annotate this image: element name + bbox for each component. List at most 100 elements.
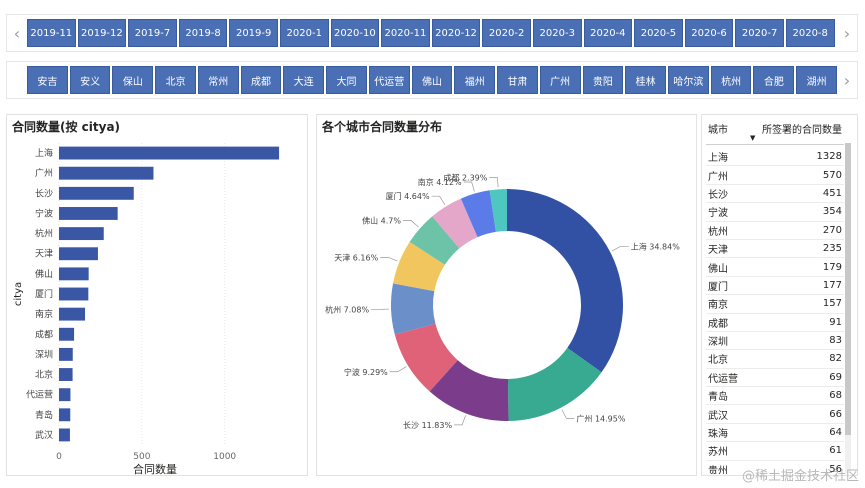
bar-天津: [59, 247, 98, 261]
city-chip[interactable]: 常州: [197, 66, 239, 94]
table-row[interactable]: 长沙 451: [706, 185, 844, 204]
date-chip[interactable]: 2019-11: [27, 19, 76, 47]
date-chip[interactable]: 2019-8: [178, 19, 228, 47]
y-tick-label: 代运营: [26, 389, 53, 401]
table-row[interactable]: 深圳 83: [706, 332, 844, 351]
chevron-right-icon[interactable]: ›: [843, 23, 851, 43]
city-chip[interactable]: 贵阳: [582, 66, 624, 94]
city-chip[interactable]: 大连: [283, 66, 325, 94]
city-chip[interactable]: 代运营: [368, 66, 410, 94]
table-row[interactable]: 厦门 177: [706, 277, 844, 296]
city-chip[interactable]: 安吉: [27, 66, 68, 94]
cell-count: 177: [822, 279, 842, 291]
sort-desc-icon[interactable]: ▼: [750, 134, 756, 142]
cell-count: 451: [822, 187, 842, 199]
cell-count: 66: [829, 408, 842, 420]
date-chip[interactable]: 2020-7: [735, 19, 784, 47]
city-chip[interactable]: 杭州: [710, 66, 752, 94]
col-count-label: 所签署的合同数量: [762, 125, 842, 136]
table-row[interactable]: 武汉 66: [706, 405, 844, 424]
date-chip[interactable]: 2020-6: [684, 19, 734, 47]
y-tick-label: 武汉: [35, 429, 53, 441]
bar-成都: [59, 327, 75, 341]
cell-city: 苏州: [708, 447, 728, 459]
table-row[interactable]: 佛山 179: [706, 258, 844, 277]
date-chip[interactable]: 2020-5: [634, 19, 683, 47]
date-chip[interactable]: 2020-10: [330, 19, 380, 47]
date-chip[interactable]: 2020-8: [785, 19, 835, 47]
slice-label: 杭州 7.08%: [325, 304, 369, 314]
city-chip[interactable]: 哈尔滨: [668, 66, 709, 94]
cell-count: 270: [822, 224, 842, 236]
cell-count: 1328: [816, 151, 842, 163]
cell-count: 56: [829, 463, 842, 474]
city-chip[interactable]: 广州: [539, 66, 581, 94]
city-chip-row: 安吉 安义 保山 北京 常州 成都 大连 大同 代运营 佛山 福州 甘肃 广州 贵阳 桂林 哈尔滨 杭州 合肥 湖州: [27, 66, 837, 94]
bar-深圳: [59, 347, 73, 361]
date-chip[interactable]: 2020-1: [279, 19, 329, 47]
city-chip[interactable]: 北京: [155, 66, 196, 94]
city-chip[interactable]: 成都: [240, 66, 282, 94]
city-chip[interactable]: 保山: [112, 66, 154, 94]
city-chip[interactable]: 湖州: [796, 66, 837, 94]
table-scrollbar[interactable]: [845, 143, 851, 473]
table-row[interactable]: 珠海 64: [706, 424, 844, 443]
table-row[interactable]: 南京 157: [706, 295, 844, 314]
donut-slice-上海: [507, 189, 623, 373]
cell-city: 南京: [708, 300, 728, 312]
cell-city: 代运营: [708, 373, 738, 385]
cell-count: 570: [822, 169, 842, 181]
city-chip[interactable]: 合肥: [753, 66, 795, 94]
date-chip-row: 2019-11 2019-12 2019-7 2019-8 2019-9 2020-1 20…: [27, 19, 837, 47]
date-chip[interactable]: 2019-7: [128, 19, 177, 47]
bar-chart: 0 500 1000 上海广州长沙宁波杭州天津佛山厦门南京成都深圳北京代运营青岛武汉合…: [13, 143, 280, 476]
table-row[interactable]: 上海 1328: [706, 148, 844, 167]
city-chip[interactable]: 安义: [69, 66, 111, 94]
table-row[interactable]: 天津 235: [706, 240, 844, 259]
city-chip[interactable]: 甘肃: [497, 66, 538, 94]
bar-上海: [59, 146, 280, 160]
leader-line: [431, 195, 446, 205]
chevron-right-icon[interactable]: ›: [843, 70, 851, 90]
date-chip[interactable]: 2020-12: [431, 19, 481, 47]
cell-city: 武汉: [708, 410, 728, 422]
date-chip[interactable]: 2020-3: [532, 19, 582, 47]
city-chip[interactable]: 佛山: [411, 66, 453, 94]
chevron-left-icon[interactable]: ‹: [13, 23, 21, 43]
city-chip[interactable]: 桂林: [625, 66, 667, 94]
leader-line: [380, 257, 398, 262]
table-row[interactable]: 青岛 68: [706, 387, 844, 406]
x-axis-title: 合同数量: [133, 462, 177, 475]
cell-city: 杭州: [708, 226, 728, 238]
city-chip[interactable]: 大同: [326, 66, 367, 94]
cell-city: 天津: [708, 245, 728, 257]
donut-slice-广州: [507, 347, 602, 421]
date-chip[interactable]: 2019-12: [77, 19, 127, 47]
table-scroll-thumb[interactable]: [845, 143, 851, 435]
table-row[interactable]: 成都 91: [706, 314, 844, 332]
city-chip[interactable]: 福州: [454, 66, 496, 94]
slice-label: 厦门 4.64%: [386, 191, 430, 201]
table-row[interactable]: 广州 570: [706, 166, 844, 185]
slice-label: 宁波 9.29%: [344, 367, 388, 377]
donut-slice-佛山: [409, 216, 460, 265]
table-row[interactable]: 代运营 69: [706, 369, 844, 388]
y-tick-label: 广州: [35, 167, 53, 179]
y-axis-title: citya: [13, 282, 24, 306]
date-chip[interactable]: 2019-9: [229, 19, 278, 47]
table-row[interactable]: 北京 82: [706, 350, 844, 369]
table-row[interactable]: 宁波 354: [706, 203, 844, 222]
cell-city: 珠海: [708, 429, 728, 441]
date-chip[interactable]: 2020-4: [583, 19, 633, 47]
table-row[interactable]: 苏州 61: [706, 442, 844, 461]
slice-label: 天津 6.16%: [334, 252, 378, 262]
col-count-header[interactable]: 所签署的合同数量 ▼: [744, 121, 844, 144]
bar-宁波: [59, 207, 118, 220]
date-chip[interactable]: 2020-2: [482, 19, 531, 47]
table-row[interactable]: 杭州 270: [706, 222, 844, 240]
slice-label: 佛山 4.7%: [362, 215, 401, 225]
date-chip[interactable]: 2020-11: [381, 19, 430, 47]
table-row[interactable]: 贵州 56: [706, 461, 844, 474]
bar-长沙: [59, 186, 134, 200]
col-city-header[interactable]: 城市: [708, 125, 728, 136]
